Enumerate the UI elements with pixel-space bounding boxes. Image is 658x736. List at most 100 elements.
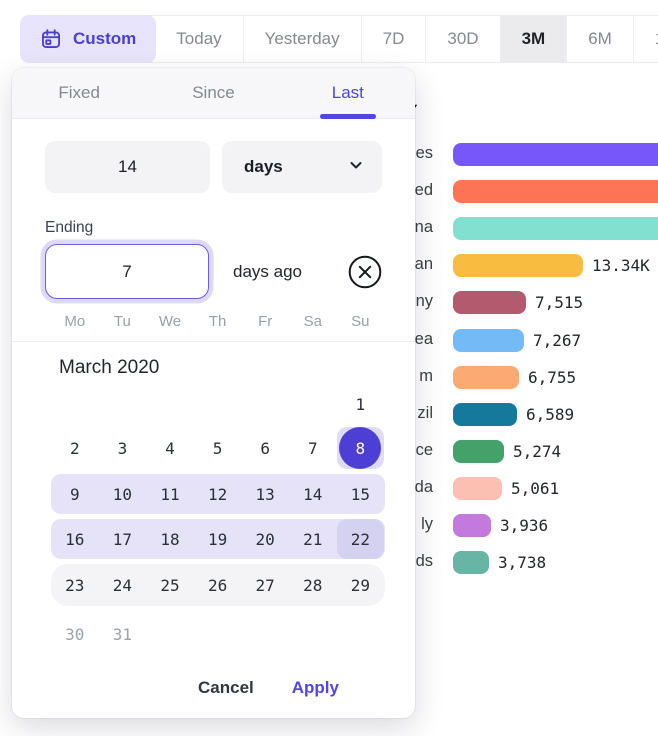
day-18[interactable]: 18 <box>160 529 180 549</box>
day-19[interactable]: 19 <box>207 529 228 549</box>
day-3[interactable]: 3 <box>117 438 128 458</box>
popover-footer: Cancel Apply <box>45 678 382 718</box>
day-1[interactable]: 1 <box>355 394 366 414</box>
chart-bar[interactable] <box>453 143 658 166</box>
range-preset-3m[interactable]: 3M <box>499 16 567 62</box>
day-26[interactable]: 26 <box>207 575 228 595</box>
day-10[interactable]: 10 <box>112 484 133 504</box>
day-9[interactable]: 9 <box>69 484 80 504</box>
chart-row-label: ds <box>415 552 433 571</box>
ending-row: 7 days ago <box>45 244 382 299</box>
chart-bar[interactable] <box>453 476 502 500</box>
day-8[interactable]: 8 <box>336 427 385 469</box>
chart-row: an 13.34K <box>0 254 658 278</box>
chart-bar-value: 3,936 <box>500 516 549 535</box>
date-picker-popover: Fixed Since Last 14 days Ending 7 days ago <box>12 68 415 718</box>
cancel-button[interactable]: Cancel <box>198 678 254 697</box>
day-14[interactable]: 14 <box>303 484 323 504</box>
empty-cell <box>337 614 385 654</box>
duration-input[interactable]: 14 <box>45 141 210 193</box>
weekday-header: Mo Tu We Th Fr Sa Su <box>12 313 415 342</box>
day-11[interactable]: 11 <box>160 484 180 504</box>
chart-bar-value: 3,738 <box>498 553 547 573</box>
apply-button[interactable]: Apply <box>291 678 339 697</box>
day-21[interactable]: 21 <box>303 529 323 549</box>
ending-suffix: days ago <box>233 261 302 281</box>
day-13[interactable]: 13 <box>255 484 275 504</box>
custom-range-button[interactable]: Custom <box>20 15 157 63</box>
tab-fixed[interactable]: Fixed <box>58 83 100 102</box>
chart-row-label: na <box>414 218 433 237</box>
chart-bar[interactable] <box>453 180 658 204</box>
clear-ending-button[interactable] <box>348 255 382 289</box>
day-17[interactable]: 17 <box>112 529 133 549</box>
chart-row-label: da <box>414 477 433 496</box>
chart-bar[interactable] <box>453 217 658 241</box>
chart-bar[interactable] <box>453 551 489 575</box>
chart-row: na <box>0 217 658 241</box>
weekday-we: We <box>158 313 182 330</box>
tab-since[interactable]: Since <box>192 83 235 102</box>
empty-cell <box>99 385 147 423</box>
chart-bar[interactable] <box>453 254 583 278</box>
range-preset-today[interactable]: Today <box>176 29 222 48</box>
range-preset-12m[interactable]: 12M <box>632 16 658 62</box>
day-16[interactable]: 16 <box>65 529 85 549</box>
chart-bar-value: 6,589 <box>526 404 575 424</box>
day-28[interactable]: 28 <box>303 575 323 595</box>
day-15[interactable]: 15 <box>350 484 370 504</box>
day-24[interactable]: 24 <box>112 575 133 595</box>
chart-row-label: ly <box>421 515 433 533</box>
custom-range-label: Custom <box>73 29 137 48</box>
chart-row-label: zil <box>417 403 433 422</box>
day-25[interactable]: 25 <box>160 575 180 595</box>
empty-cell <box>289 614 337 654</box>
chart-bar[interactable] <box>453 439 504 463</box>
unit-select[interactable]: days <box>222 141 382 193</box>
chart-bar[interactable] <box>453 402 517 426</box>
day-2[interactable]: 2 <box>69 438 80 458</box>
day-5[interactable]: 5 <box>212 438 223 458</box>
day-29[interactable]: 29 <box>350 575 370 595</box>
range-preset-7d[interactable]: 7D <box>360 16 426 62</box>
day-30[interactable]: 30 <box>65 624 85 644</box>
day-22[interactable]: 22 <box>336 519 385 559</box>
chart-bar-value: 6,755 <box>528 367 577 387</box>
chart-bar[interactable] <box>453 328 524 352</box>
calendar-week-row: 9 10 11 12 13 14 15 <box>51 474 385 514</box>
day-31[interactable]: 31 <box>112 624 133 644</box>
range-preset-yesterday[interactable]: Yesterday <box>242 16 361 62</box>
calendar-week-row: 1 <box>51 385 385 423</box>
day-27[interactable]: 27 <box>255 575 275 595</box>
day-6[interactable]: 6 <box>260 438 270 458</box>
empty-cell <box>146 385 194 423</box>
chart-bar[interactable] <box>453 291 526 315</box>
chart-bar[interactable] <box>453 365 519 389</box>
day-7[interactable]: 7 <box>307 438 318 458</box>
calendar-grid: 1 2 3 4 5 6 7 8 9 10 11 12 13 14 15 16 17 18 19 20 21 22 23 24 2… <box>51 385 385 659</box>
circle-x-icon <box>348 255 382 292</box>
chart-row-label: es <box>415 144 433 162</box>
weekday-tu: Tu <box>113 313 131 330</box>
chart-row: ly 3,936 <box>0 514 658 537</box>
day-12[interactable]: 12 <box>207 484 228 504</box>
range-preset-30d[interactable]: 30D <box>425 16 499 62</box>
month-title: March 2020 <box>59 357 160 378</box>
chart-row-label: ny <box>415 292 433 311</box>
chart-bar-value: 7,515 <box>535 293 584 313</box>
empty-cell <box>51 385 99 423</box>
calendar-week-row: 2 3 4 5 6 7 8 <box>51 427 385 469</box>
empty-cell <box>241 385 289 423</box>
range-preset-6m[interactable]: 6M <box>566 16 633 62</box>
day-23[interactable]: 23 <box>65 575 85 595</box>
day-4[interactable]: 4 <box>165 438 175 458</box>
tab-last[interactable]: Last <box>281 68 415 119</box>
weekday-fr: Fr <box>258 313 273 330</box>
day-20[interactable]: 20 <box>255 529 275 549</box>
chart-row-label: ea <box>414 329 433 348</box>
weekday-sa: Sa <box>303 313 322 330</box>
date-mode-tabs: Fixed Since Last <box>12 68 415 119</box>
empty-cell <box>289 385 337 423</box>
ending-input[interactable]: 7 <box>45 244 209 299</box>
chart-bar[interactable] <box>453 514 491 537</box>
